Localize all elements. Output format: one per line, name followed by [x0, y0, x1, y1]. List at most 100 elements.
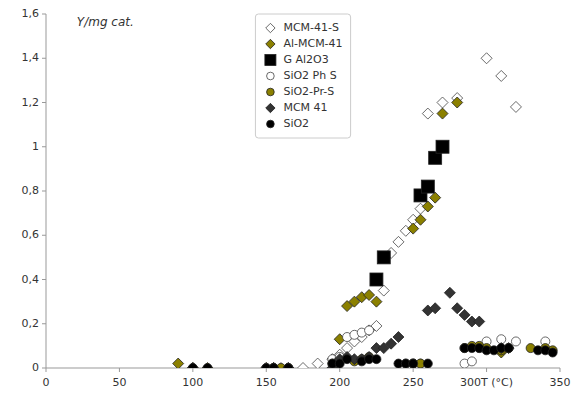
y-tick	[42, 279, 46, 280]
x-tick-label: 150	[256, 376, 277, 389]
point	[504, 344, 513, 353]
y-tick-label: 0,8	[22, 184, 40, 197]
series	[188, 344, 557, 368]
point	[203, 364, 212, 369]
point	[409, 359, 418, 368]
chart: 00,20,40,60,811,21,41,605010015020025030…	[0, 0, 584, 404]
point	[372, 355, 381, 364]
point	[188, 364, 197, 369]
series	[269, 341, 557, 368]
point	[437, 97, 448, 108]
legend-swatch	[266, 39, 275, 48]
point	[422, 201, 433, 212]
legend-label: MCM 41	[283, 101, 327, 114]
point	[283, 363, 294, 369]
y-tick	[42, 368, 46, 369]
x-tick	[119, 368, 120, 372]
y-axis-label: Y/mg cat.	[77, 15, 134, 29]
y-tick	[42, 235, 46, 236]
y-tick-label: 0,2	[22, 317, 40, 330]
point	[474, 316, 485, 327]
point	[269, 364, 278, 369]
point	[377, 251, 390, 264]
legend-swatch	[267, 88, 275, 96]
point	[268, 363, 279, 369]
point	[430, 192, 441, 203]
y-tick-label: 0,6	[22, 228, 40, 241]
x-tick-label: 100	[182, 376, 203, 389]
point	[202, 363, 213, 369]
point	[393, 332, 404, 343]
point	[548, 348, 557, 357]
point	[343, 355, 352, 364]
x-tick	[266, 368, 267, 372]
point	[298, 363, 309, 369]
y-tick	[42, 102, 46, 103]
x-tick	[339, 368, 340, 372]
point	[452, 97, 463, 108]
legend-label: MCM-41-S	[283, 21, 339, 34]
y-tick-label: 0,4	[22, 273, 40, 286]
x-tick	[560, 368, 561, 372]
point	[269, 364, 278, 369]
point	[467, 357, 476, 366]
x-tick	[486, 368, 487, 372]
y-tick	[42, 191, 46, 192]
point	[284, 364, 293, 369]
point	[444, 287, 455, 298]
point	[365, 326, 374, 335]
x-tick-label: 0	[43, 376, 50, 389]
point	[187, 363, 198, 369]
point	[409, 359, 418, 368]
legend-label: Al-MCM-41	[283, 37, 342, 50]
point	[284, 364, 293, 369]
series	[370, 140, 449, 286]
y-tick	[42, 58, 46, 59]
legend-swatch	[267, 72, 275, 80]
x-tick	[46, 368, 47, 372]
legend-label: SiO2 Ph S	[283, 69, 336, 82]
point	[422, 108, 433, 119]
legend-box	[255, 14, 350, 138]
point	[187, 363, 198, 369]
y-tick-label: 0	[32, 361, 39, 374]
legend-label: G Al2O3	[283, 53, 328, 66]
point	[452, 303, 463, 314]
plot-area	[173, 53, 557, 368]
point	[496, 70, 507, 81]
y-tick-label: 1,4	[22, 51, 40, 64]
point	[409, 359, 418, 368]
x-tick-label: 200	[329, 376, 350, 389]
point	[437, 108, 448, 119]
x-tick-label: 250	[403, 376, 424, 389]
point	[378, 285, 389, 296]
point	[504, 344, 513, 353]
series	[261, 53, 522, 368]
point	[459, 309, 470, 320]
point	[503, 343, 514, 354]
legend: MCM-41-S Al-MCM-41 G Al2O3 SiO2 Ph S SiO2-Pr…	[255, 14, 350, 138]
point	[173, 358, 184, 368]
x-tick	[413, 368, 414, 372]
point	[312, 358, 323, 368]
y-tick	[42, 323, 46, 324]
series	[187, 287, 514, 368]
point	[284, 364, 293, 369]
x-tick-label: 50	[112, 376, 126, 389]
point	[423, 359, 432, 368]
point	[511, 337, 520, 346]
point	[268, 363, 279, 369]
y-tick	[42, 14, 46, 15]
y-tick-label: 1	[32, 140, 39, 153]
legend-swatch	[266, 103, 275, 112]
point	[364, 289, 375, 300]
y-axis: 00,20,40,60,811,21,41,6	[22, 7, 47, 374]
x-tick	[192, 368, 193, 372]
point	[408, 223, 419, 234]
legend-label: SiO2-Pr-S	[283, 85, 334, 98]
point	[393, 236, 404, 247]
y-tick-label: 1,2	[22, 96, 40, 109]
series	[262, 326, 550, 368]
y-tick	[42, 146, 46, 147]
point	[430, 303, 441, 314]
